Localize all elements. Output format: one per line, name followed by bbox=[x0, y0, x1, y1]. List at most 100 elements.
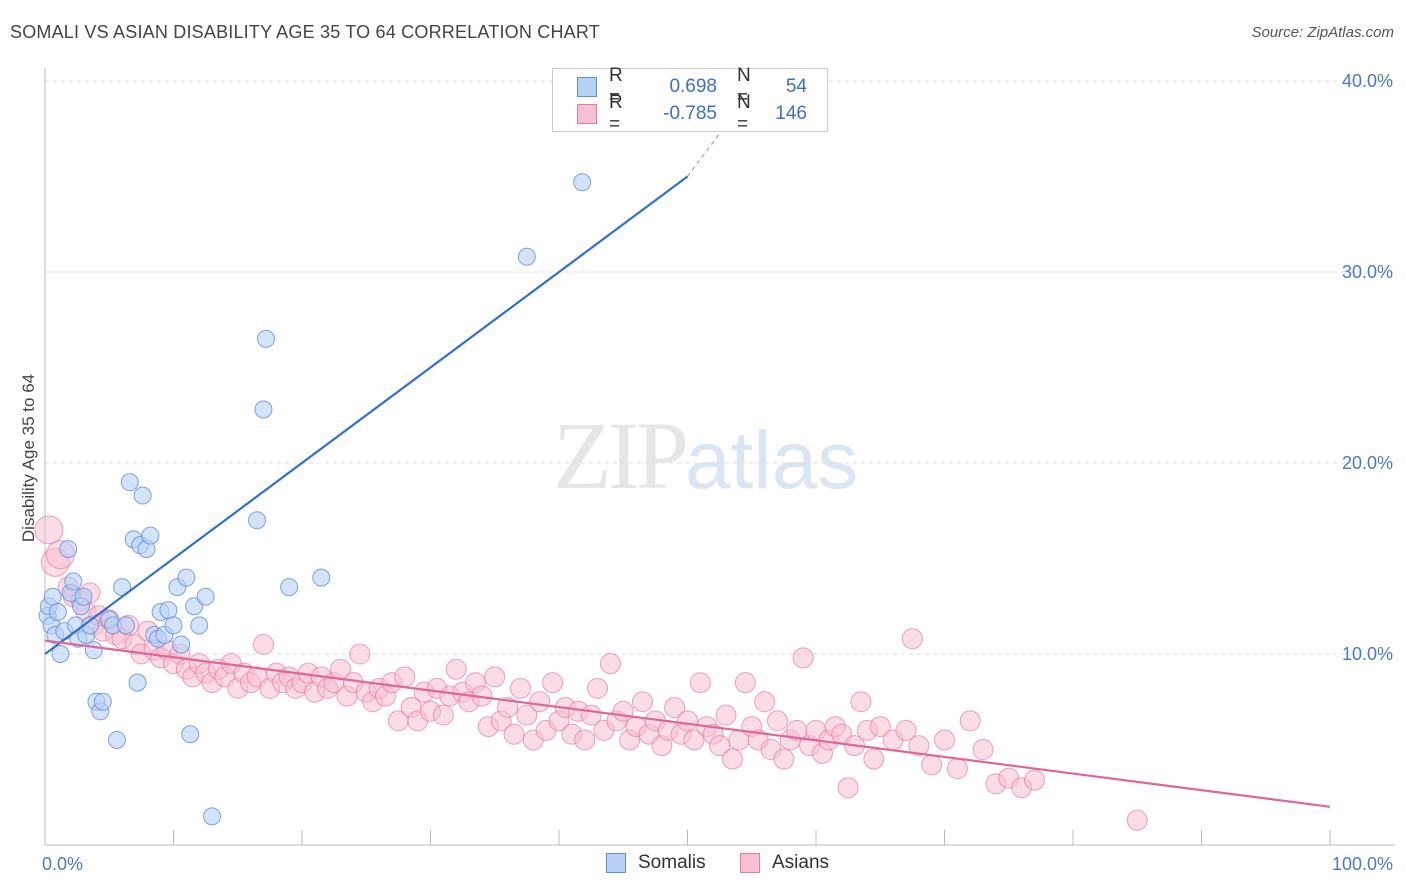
y-tick-label: 40.0% bbox=[1342, 71, 1393, 91]
r-label: R = bbox=[609, 92, 623, 135]
asian-point bbox=[509, 677, 531, 699]
somali-point bbox=[203, 807, 222, 826]
somali-point bbox=[80, 616, 99, 635]
somali-point bbox=[185, 597, 204, 616]
y-tick-label: 30.0% bbox=[1342, 262, 1393, 282]
asian-point bbox=[901, 628, 923, 650]
somali-point bbox=[280, 578, 299, 597]
watermark-atlas: atlas bbox=[685, 415, 859, 506]
n-value: 54 bbox=[785, 76, 807, 97]
r-label: R = bbox=[609, 65, 623, 108]
somali-point bbox=[93, 692, 112, 711]
somali-point bbox=[48, 602, 67, 621]
asian-point bbox=[934, 729, 955, 751]
somali-point bbox=[120, 473, 139, 492]
asian-point bbox=[715, 704, 737, 726]
asian-point bbox=[921, 754, 943, 776]
somali-point bbox=[573, 173, 592, 192]
asian-point bbox=[252, 633, 274, 655]
somali-point bbox=[257, 329, 276, 348]
asian-point bbox=[574, 729, 596, 751]
somali-point bbox=[107, 730, 126, 749]
n-label: N = bbox=[737, 65, 751, 108]
asian-point bbox=[869, 716, 891, 738]
legend-row-asian: R = -0.785 N = 146 bbox=[577, 92, 807, 135]
y-tick-label: 10.0% bbox=[1342, 644, 1393, 664]
n-label: N = bbox=[737, 92, 751, 135]
asian-point bbox=[895, 719, 917, 741]
y-tick-label: 20.0% bbox=[1342, 453, 1393, 473]
somali-point bbox=[254, 400, 273, 419]
asian-point bbox=[664, 696, 686, 718]
asian-point bbox=[908, 735, 930, 757]
somali-point bbox=[141, 526, 160, 545]
watermark-zip: ZIP bbox=[553, 402, 689, 509]
asian-point bbox=[677, 710, 698, 732]
asian-point bbox=[946, 758, 968, 780]
asian-point bbox=[349, 643, 371, 665]
axes bbox=[44, 68, 1395, 846]
x-tick-label: 0.0% bbox=[42, 854, 83, 874]
legend-label-somalis: Somalis bbox=[638, 852, 706, 873]
somali-point bbox=[128, 673, 147, 692]
somali-point bbox=[196, 587, 215, 606]
asian-point bbox=[754, 691, 776, 713]
somali-point bbox=[312, 568, 331, 587]
asian-point bbox=[1023, 769, 1045, 791]
asian-point bbox=[484, 666, 506, 688]
somali-point bbox=[517, 247, 536, 266]
asian-point bbox=[542, 672, 564, 694]
asian-point bbox=[394, 666, 416, 688]
somali-point bbox=[116, 616, 135, 635]
series-legend: Somalis Asians bbox=[0, 852, 1406, 878]
n-value: 146 bbox=[775, 103, 807, 124]
r-value: 0.698 bbox=[669, 76, 717, 97]
asian-point bbox=[503, 723, 525, 745]
somali-point bbox=[74, 587, 93, 606]
somali-points bbox=[38, 173, 592, 826]
watermark: ZIPatlas bbox=[553, 400, 858, 511]
trend-lines bbox=[44, 90, 1331, 808]
somali-point bbox=[177, 568, 196, 587]
asian-point bbox=[773, 748, 795, 770]
somali-point bbox=[164, 616, 183, 635]
legend-item-somalis: Somalis bbox=[606, 852, 706, 874]
asian-trend-line bbox=[44, 639, 1331, 808]
asian-point bbox=[734, 672, 756, 694]
asian-point bbox=[516, 704, 538, 726]
somali-point bbox=[43, 587, 62, 606]
asian-point bbox=[445, 658, 467, 680]
somali-point bbox=[159, 601, 178, 620]
asian-point bbox=[529, 691, 551, 713]
somali-point bbox=[59, 539, 78, 558]
asian-point bbox=[689, 672, 711, 694]
somali-point bbox=[84, 641, 103, 660]
legend-row-somali: R = 0.698 N = 54 bbox=[577, 65, 807, 108]
legend-label-asians: Asians bbox=[772, 852, 830, 873]
y-axis-label: Disability Age 35 to 64 bbox=[19, 374, 38, 542]
somali-point bbox=[190, 616, 209, 635]
asian-point bbox=[709, 735, 731, 757]
asian-points bbox=[34, 515, 1148, 831]
asian-point bbox=[1126, 809, 1148, 831]
legend-item-asians: Asians bbox=[740, 852, 829, 874]
asian-point bbox=[850, 691, 872, 713]
asian-point bbox=[632, 691, 654, 713]
asian-point bbox=[497, 696, 519, 718]
asian-swatch bbox=[577, 104, 597, 124]
source-label: Source: ZipAtlas.com bbox=[1251, 24, 1394, 41]
asian-point bbox=[683, 729, 705, 751]
somali-point bbox=[64, 572, 83, 591]
asian-point bbox=[432, 704, 454, 726]
asian-point bbox=[959, 710, 981, 732]
somali-point bbox=[133, 486, 152, 505]
asian-point bbox=[863, 748, 885, 770]
r-value: -0.785 bbox=[663, 103, 717, 124]
asian-point bbox=[792, 647, 814, 669]
asian-swatch bbox=[740, 853, 760, 873]
somali-point bbox=[248, 511, 267, 530]
asian-point bbox=[34, 515, 64, 545]
tick-labels: 10.0% 20.0% 30.0% 40.0% 0.0% 100.0% Disability… bbox=[19, 71, 1393, 874]
asian-point bbox=[587, 677, 609, 699]
